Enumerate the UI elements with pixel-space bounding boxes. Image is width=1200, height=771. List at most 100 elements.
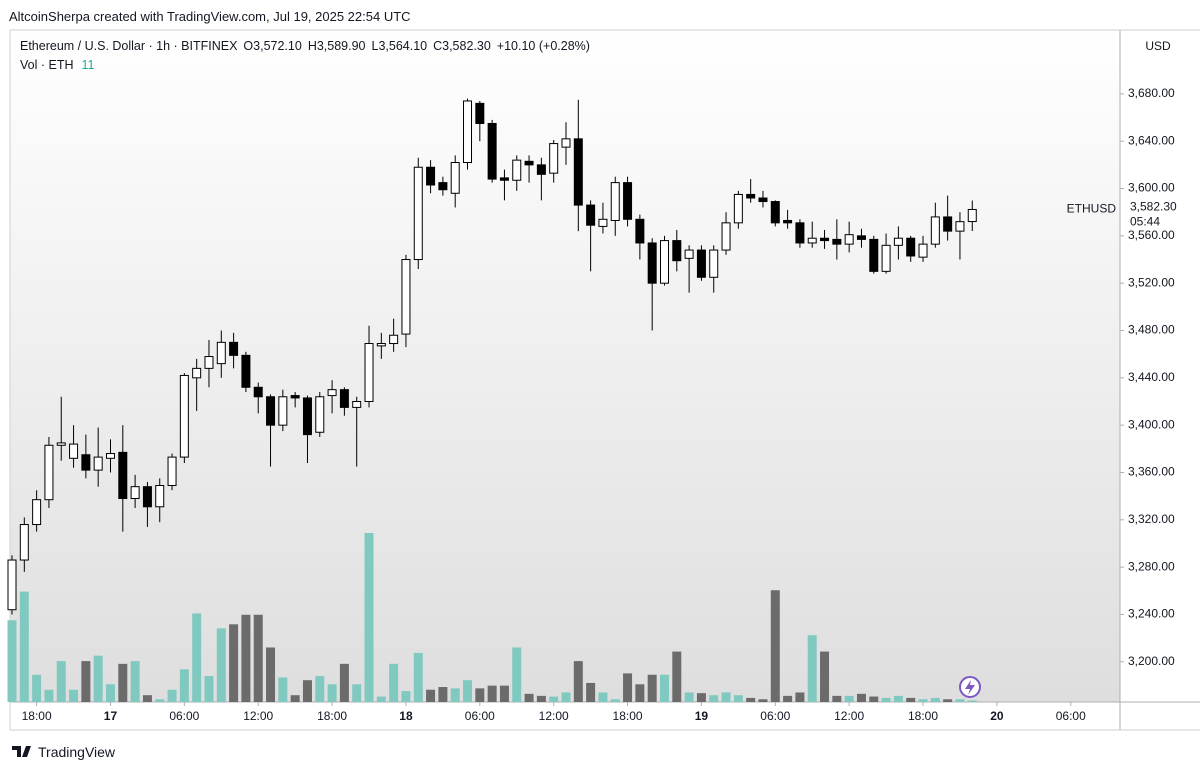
volume-bar: [142, 695, 152, 702]
volume-bar: [487, 685, 497, 702]
volume-bar: [586, 682, 596, 702]
candle-body: [19, 524, 29, 561]
x-tick-label: 17: [104, 709, 118, 723]
y-tick-label: 3,240.00: [1128, 607, 1175, 621]
x-tick-label: 20: [990, 709, 1004, 723]
candle-body: [586, 204, 596, 226]
volume-bar: [881, 697, 891, 702]
candle-body: [709, 249, 719, 278]
volume-bar: [278, 677, 288, 702]
volume-bar: [290, 695, 300, 702]
candle-body: [278, 396, 288, 426]
volume-bar: [659, 674, 669, 702]
volume-bar: [56, 661, 66, 702]
volume-bar: [266, 647, 276, 702]
candle-body: [32, 499, 42, 526]
candle-body: [339, 389, 349, 408]
volume-bar: [32, 674, 42, 702]
volume-bar: [315, 676, 325, 702]
candle-body: [376, 343, 386, 347]
candle-body: [130, 486, 140, 500]
volume-bar: [376, 696, 386, 702]
candle-body: [241, 354, 251, 388]
volume-bar: [967, 700, 977, 702]
candle-body: [733, 193, 743, 224]
y-tick-label: 3,440.00: [1128, 370, 1175, 384]
volume-bar: [930, 697, 940, 702]
candle-body: [463, 100, 473, 164]
candle-body: [770, 201, 780, 224]
volume-bar: [327, 684, 337, 702]
plot: [7, 98, 977, 702]
y-tick-label: 3,320.00: [1128, 512, 1175, 526]
x-tick-label: 06:00: [1056, 709, 1086, 723]
candle-body: [943, 216, 953, 232]
candle-body: [401, 259, 411, 335]
volume-bar: [463, 680, 473, 702]
currency-label: USD: [1145, 39, 1171, 53]
credit: AltcoinSherpa created with TradingView.c…: [9, 9, 411, 24]
volume-bar: [413, 652, 423, 702]
volume-bar: [450, 688, 460, 702]
volume-bar: [709, 695, 719, 702]
x-tick-label: 12:00: [834, 709, 864, 723]
candle-body: [315, 396, 325, 433]
volume-bar: [179, 669, 189, 702]
candle-body: [893, 237, 903, 246]
y-tick-label: 3,480.00: [1128, 323, 1175, 337]
volume-bar: [241, 614, 251, 702]
volume-bar: [216, 628, 226, 702]
x-tick-label: 06:00: [760, 709, 790, 723]
y-tick-label: 3,600.00: [1128, 181, 1175, 195]
volume-bar: [610, 699, 620, 702]
candle-body: [844, 234, 854, 245]
candle-body: [93, 456, 103, 471]
candle-body: [647, 242, 657, 284]
volume-bar: [758, 699, 768, 702]
candle-body: [105, 453, 115, 459]
candle-body: [758, 197, 768, 203]
brand-logo: [12, 746, 31, 757]
candle-body: [475, 102, 485, 124]
change: +10.10 (+0.28%): [496, 39, 590, 53]
volume-name: Vol · ETH: [20, 58, 74, 72]
candle-body: [44, 444, 54, 501]
volume-bar: [795, 692, 805, 702]
candle-body: [832, 238, 842, 245]
candle-body: [118, 451, 128, 500]
candle-body: [869, 238, 879, 272]
volume-bar: [44, 689, 54, 702]
volume-bar: [623, 673, 633, 702]
volume-bar: [438, 687, 448, 702]
volume-bar: [856, 693, 866, 702]
candle-body: [881, 244, 891, 272]
candle-body: [216, 341, 226, 365]
brand-name: TradingView: [38, 744, 116, 760]
alert-icon-bolt: [965, 680, 975, 695]
volume-bar: [401, 691, 411, 702]
ohlc-close: C3,582.30: [433, 39, 491, 53]
volume-bar: [820, 651, 830, 702]
candle-body: [672, 240, 682, 262]
y-tick-label: 3,360.00: [1128, 465, 1175, 479]
volume-bar: [512, 647, 522, 702]
candle-body: [659, 240, 669, 284]
candle-body: [598, 218, 608, 227]
volume-bar: [7, 620, 17, 702]
volume-bar: [499, 685, 509, 702]
candle-body: [179, 374, 189, 458]
ohlc-low: L3,564.10: [371, 39, 428, 53]
candle-body: [696, 249, 706, 278]
volume-bar: [672, 651, 682, 702]
candle-body: [549, 143, 559, 174]
candle-body: [955, 221, 965, 232]
candle-body: [253, 386, 263, 398]
volume-bar: [475, 688, 485, 702]
volume-bar: [869, 696, 879, 702]
price-axis-area: [1120, 30, 1200, 730]
candle-body: [524, 160, 534, 166]
volume-bar: [81, 661, 91, 702]
candle-body: [142, 486, 152, 508]
volume-bar: [635, 684, 645, 702]
volume-bar: [696, 693, 706, 702]
